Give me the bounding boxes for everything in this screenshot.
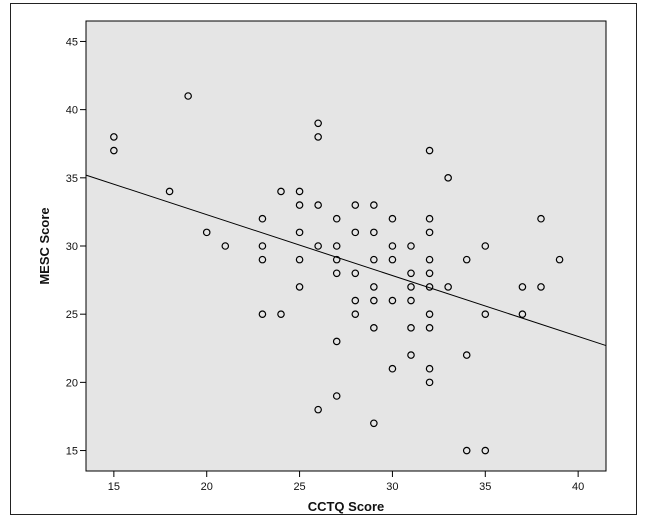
data-point: [388, 255, 397, 264]
data-point: [518, 283, 527, 291]
data-point: [295, 255, 304, 264]
y-tick-label: 20: [66, 377, 78, 389]
data-point: [370, 324, 378, 332]
data-point: [462, 255, 471, 264]
data-point: [444, 283, 452, 291]
data-point: [332, 269, 341, 278]
data-point: [277, 310, 285, 318]
data-point: [258, 214, 267, 223]
data-point: [295, 187, 304, 196]
data-point: [258, 255, 267, 264]
data-point: [388, 296, 397, 305]
data-point: [537, 283, 545, 291]
data-point: [314, 133, 322, 141]
data-point: [295, 201, 304, 209]
data-point: [555, 255, 564, 264]
data-point: [351, 228, 360, 237]
x-tick-label: 20: [201, 481, 213, 493]
data-point: [425, 214, 434, 223]
data-point: [184, 92, 192, 100]
data-points: [110, 92, 564, 455]
data-point: [165, 187, 174, 196]
plot-border: [85, 20, 607, 472]
data-point: [258, 310, 267, 318]
data-point: [370, 228, 378, 237]
data-point: [110, 146, 118, 155]
data-point: [425, 364, 434, 373]
data-point: [518, 310, 527, 318]
data-point: [481, 242, 490, 250]
data-point: [370, 296, 378, 305]
y-tick-label: 25: [66, 309, 78, 321]
data-point: [388, 214, 397, 223]
y-tick-label: 45: [66, 36, 78, 48]
data-point: [258, 242, 267, 250]
x-axis-title: CCTQ Score: [308, 499, 385, 514]
y-tick-label: 15: [66, 446, 78, 458]
data-point: [295, 283, 304, 291]
data-point: [332, 337, 341, 346]
data-point: [425, 228, 434, 237]
data-point: [407, 324, 415, 332]
data-point: [314, 119, 322, 128]
data-point: [462, 446, 471, 455]
data-point: [351, 201, 360, 209]
data-point: [407, 296, 415, 305]
data-point: [425, 310, 434, 318]
data-point: [351, 310, 360, 318]
data-point: [314, 242, 322, 250]
data-point: [332, 242, 341, 250]
x-tick-label: 35: [479, 481, 491, 493]
data-point: [407, 283, 415, 291]
x-tick-label: 25: [293, 481, 305, 493]
y-tick-label: 40: [66, 105, 78, 117]
x-tick-label: 40: [572, 481, 584, 493]
y-axis: 15 20 25 30 35 40 45: [66, 36, 86, 458]
data-point: [370, 419, 378, 428]
data-point: [370, 201, 378, 209]
x-tick-label: 30: [386, 481, 398, 493]
data-point: [407, 269, 415, 278]
data-point: [314, 201, 322, 209]
data-point: [425, 255, 434, 264]
data-point: [351, 296, 360, 305]
data-point: [537, 214, 545, 223]
scatter-chart: 15 20 25 30 35 40 45 15 20 25 30 35 40 CCTQ Score M…: [37, 20, 607, 514]
y-axis-title: MESC Score: [37, 207, 52, 284]
data-point: [110, 133, 118, 141]
data-point: [370, 283, 378, 291]
data-point: [407, 351, 415, 359]
data-point: [425, 146, 434, 155]
data-point: [388, 242, 397, 250]
data-point: [314, 405, 322, 414]
data-point: [462, 351, 471, 359]
data-point: [407, 242, 415, 250]
data-point: [444, 174, 452, 182]
data-point: [481, 446, 490, 455]
x-axis: 15 20 25 30 35 40: [108, 471, 584, 493]
data-point: [425, 378, 434, 387]
data-point: [425, 324, 434, 332]
data-point: [295, 228, 304, 237]
y-tick-label: 30: [66, 241, 78, 253]
data-point: [351, 269, 360, 278]
data-point: [332, 214, 341, 223]
data-point: [221, 242, 230, 250]
data-point: [277, 187, 285, 196]
data-point: [332, 392, 341, 400]
chart-frame: 15 20 25 30 35 40 45 15 20 25 30 35 40 CCTQ Score M…: [10, 3, 637, 515]
data-point: [370, 255, 378, 264]
data-point: [425, 269, 434, 278]
plot-area: [86, 21, 606, 471]
fit-line: [85, 174, 607, 347]
data-point: [202, 228, 211, 237]
x-tick-label: 15: [108, 481, 120, 493]
y-tick-label: 35: [66, 173, 78, 185]
data-point: [481, 310, 490, 318]
data-point: [388, 364, 397, 373]
data-point: [332, 255, 341, 264]
